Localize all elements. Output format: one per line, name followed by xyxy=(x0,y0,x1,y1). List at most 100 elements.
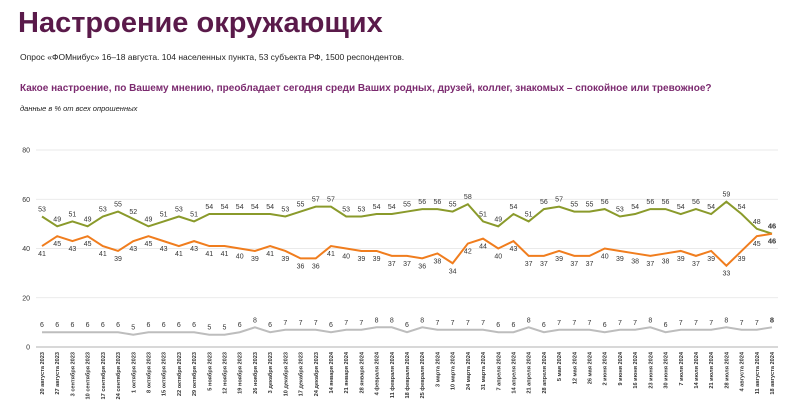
data-label: 6 xyxy=(268,322,272,329)
data-label: 6 xyxy=(116,322,120,329)
data-label: 8 xyxy=(648,317,652,324)
data-label: 40 xyxy=(494,254,502,261)
data-label: 43 xyxy=(160,246,168,253)
x-tick-label: 11 августа 2024 xyxy=(755,351,761,394)
data-label: 49 xyxy=(494,216,502,223)
x-tick-label: 27 августа 2023 xyxy=(55,352,61,395)
data-label: 53 xyxy=(175,206,183,213)
data-label: 7 xyxy=(694,320,698,327)
data-label: 54 xyxy=(631,204,639,211)
data-label: 6 xyxy=(238,322,242,329)
data-label: 53 xyxy=(281,206,289,213)
x-tick-label: 23 июня 2024 xyxy=(648,351,654,389)
x-tick-label: 17 сентября 2023 xyxy=(100,352,107,399)
x-tick-label: 28 января 2024 xyxy=(359,351,365,393)
x-tick-label: 31 марта 2024 xyxy=(481,351,487,390)
data-label: 38 xyxy=(434,258,442,265)
data-label: 37 xyxy=(646,261,654,268)
question: Какое настроение, по Вашему мнению, прео… xyxy=(20,82,712,94)
data-label: 39 xyxy=(357,256,365,263)
data-label: 53 xyxy=(357,206,365,213)
data-label: 41 xyxy=(175,251,183,258)
x-tick-label: 7 апреля 2024 xyxy=(496,351,502,390)
data-label: 53 xyxy=(38,206,46,213)
data-label: 40 xyxy=(601,254,609,261)
data-label: 55 xyxy=(449,202,457,209)
data-label: 53 xyxy=(342,206,350,213)
data-label: 5 xyxy=(131,325,135,332)
y-tick-label: 60 xyxy=(22,197,30,204)
data-label: 45 xyxy=(53,241,61,248)
x-tick-label: 26 ноября 2023 xyxy=(252,352,259,394)
x-tick-label: 20 августа 2023 xyxy=(40,352,46,395)
x-tick-label: 3 марта 2024 xyxy=(435,351,441,387)
data-label: 7 xyxy=(572,320,576,327)
data-label: 6 xyxy=(86,322,90,329)
data-label: 8 xyxy=(770,315,774,324)
data-label: 51 xyxy=(160,211,168,218)
data-label: 56 xyxy=(601,199,609,206)
data-label: 45 xyxy=(84,241,92,248)
line xyxy=(42,326,773,336)
data-label: 39 xyxy=(616,256,624,263)
data-label: 55 xyxy=(297,202,305,209)
data-label: 55 xyxy=(114,202,122,209)
x-tick-label: 30 июня 2024 xyxy=(664,351,670,389)
data-label: 54 xyxy=(221,204,229,211)
data-label: 40 xyxy=(236,254,244,261)
data-label: 41 xyxy=(205,251,213,258)
x-tick-label: 5 мая 2024 xyxy=(557,351,563,381)
x-tick-label: 18 февраля 2024 xyxy=(404,351,411,398)
x-tick-label: 7 июля 2024 xyxy=(679,351,685,385)
data-label: 8 xyxy=(390,317,394,324)
x-tick-label: 22 октября 2023 xyxy=(176,352,183,396)
data-label: 59 xyxy=(722,192,730,199)
data-label: 36 xyxy=(312,263,320,270)
data-label: 41 xyxy=(38,251,46,258)
data-label: 6 xyxy=(162,322,166,329)
y-tick-label: 0 xyxy=(26,345,30,352)
x-tick-label: 4 февраля 2024 xyxy=(374,351,381,395)
data-label: 54 xyxy=(266,204,274,211)
data-label: 7 xyxy=(557,320,561,327)
data-label: 7 xyxy=(679,320,683,327)
data-label: 6 xyxy=(496,322,500,329)
data-label: 46 xyxy=(768,237,776,246)
data-label: 6 xyxy=(101,322,105,329)
line xyxy=(41,232,773,268)
data-label: 7 xyxy=(451,320,455,327)
data-label: 39 xyxy=(281,256,289,263)
x-tick-label: 26 мая 2024 xyxy=(588,351,594,384)
data-label: 5 xyxy=(207,325,211,332)
x-tick-label: 14 января 2024 xyxy=(329,351,335,393)
x-tick-label: 25 февраля 2024 xyxy=(419,351,426,398)
x-tick-label: 1 октября 2023 xyxy=(130,352,137,393)
data-label: 40 xyxy=(342,254,350,261)
x-tick-label: 17 декабря 2023 xyxy=(298,352,305,396)
data-label: 49 xyxy=(53,216,61,223)
data-label: 41 xyxy=(327,251,335,258)
note: данные в % от всех опрошенных xyxy=(20,104,138,113)
data-label: 37 xyxy=(586,261,594,268)
x-tick-label: 19 ноября 2023 xyxy=(237,352,244,394)
y-tick-label: 20 xyxy=(22,295,30,302)
data-label: 49 xyxy=(84,216,92,223)
line xyxy=(41,200,773,235)
data-label: 42 xyxy=(464,249,472,256)
data-label: 54 xyxy=(738,204,746,211)
data-label: 51 xyxy=(479,211,487,218)
x-tick-label: 24 декабря 2023 xyxy=(313,352,320,396)
x-tick-label: 14 апреля 2024 xyxy=(511,351,517,393)
x-tick-label: 10 сентября 2023 xyxy=(85,352,92,399)
data-label: 6 xyxy=(405,322,409,329)
x-tick-label: 24 сентября 2023 xyxy=(115,352,122,399)
data-label: 6 xyxy=(512,322,516,329)
x-tick-label: 21 января 2024 xyxy=(344,351,350,393)
data-label: 36 xyxy=(418,263,426,270)
data-label: 6 xyxy=(192,322,196,329)
data-label: 7 xyxy=(314,320,318,327)
data-label: 6 xyxy=(147,322,151,329)
x-tick-label: 16 июня 2024 xyxy=(633,351,639,389)
